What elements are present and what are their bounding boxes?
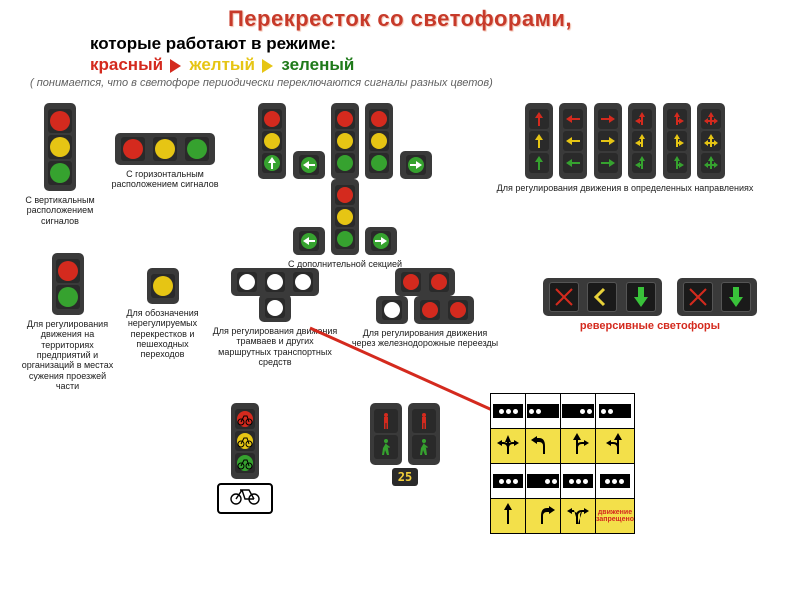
cycle-red: красный (90, 55, 163, 74)
group-tram: Для регулирования движения трамваев и др… (210, 268, 340, 367)
caption: Для регулирования движения на территория… (20, 319, 115, 391)
page-title: Перекресток со светофорами, (10, 6, 790, 32)
group-unregulated: Для обозначения нерегулируемых перекрест… (120, 268, 205, 360)
rail-light (395, 268, 455, 296)
traffic-light-vertical (44, 103, 76, 191)
pedestrian-light (408, 403, 440, 465)
forbidden-cell: движение запрещено (596, 499, 635, 534)
group-bicycle (210, 403, 280, 514)
group-directions: Для регулирования движения в определенны… (480, 103, 770, 193)
triangle-icon (262, 59, 273, 73)
traffic-light (147, 268, 179, 304)
group-horizontal: С горизонтальным расположением сигналов (110, 133, 220, 190)
traffic-light (365, 103, 393, 179)
section-meaning-table: движение запрещено (490, 393, 635, 534)
caption: Для обозначения нерегулируемых перекрест… (120, 308, 205, 360)
pedestrian-light (370, 403, 402, 465)
direction-cell (561, 499, 596, 534)
arrow-light (628, 103, 656, 179)
caption: Для регулирования движения в определенны… (480, 183, 770, 193)
traffic-light (258, 103, 286, 179)
caption: С горизонтальным расположением сигналов (110, 169, 220, 190)
group-railway: Для регулирования движения через железно… (350, 268, 500, 349)
arrow-light (559, 103, 587, 179)
direction-cell (561, 429, 596, 464)
cycle-line: красный желтый зеленый (10, 55, 790, 75)
arrow-light (697, 103, 725, 179)
cycle-green: зеленый (281, 55, 354, 74)
traffic-light (331, 179, 359, 255)
traffic-light (331, 103, 359, 179)
caption: реверсивные светофоры (520, 320, 780, 333)
arrow-light (525, 103, 553, 179)
group-with-section: С дополнительной секцией (230, 103, 460, 269)
reversive-light (677, 278, 757, 316)
direction-cell (526, 429, 561, 464)
direction-cell (491, 499, 526, 534)
direction-cell (596, 429, 635, 464)
direction-cell (526, 499, 561, 534)
diagram-canvas: С вертикальным расположением сигналов С … (10, 93, 790, 563)
direction-cell (491, 429, 526, 464)
triangle-icon (170, 59, 181, 73)
caption: Для регулирования движения трамваев и др… (210, 326, 340, 367)
arrow-light (594, 103, 622, 179)
tram-light (210, 268, 340, 322)
traffic-light-horizontal (115, 133, 216, 165)
group-reversive: реверсивные светофоры (520, 278, 780, 333)
bicycle-sign (217, 483, 273, 514)
group-vertical: С вертикальным расположением сигналов (20, 103, 100, 226)
group-pedestrian: 25 (340, 403, 470, 486)
caption: С вертикальным расположением сигналов (20, 195, 100, 226)
cycle-yellow: желтый (190, 55, 255, 74)
arrow-light (663, 103, 691, 179)
reversive-light (543, 278, 662, 316)
page-subtitle: которые работают в режиме: (10, 34, 790, 54)
countdown-counter: 25 (392, 468, 418, 486)
bicycle-light (231, 403, 259, 479)
group-enterprise: Для регулирования движения на территория… (20, 253, 115, 391)
caption: Для регулирования движения через железно… (350, 328, 500, 349)
header-note: ( понимается, что в светофоре периодичес… (10, 77, 790, 89)
traffic-light (52, 253, 84, 315)
